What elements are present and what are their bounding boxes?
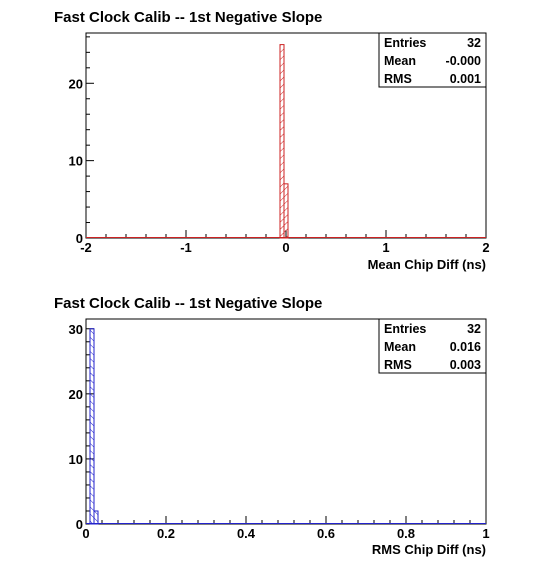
stats-label-entries: Entries [384, 322, 426, 336]
y-tick-label: 0 [76, 517, 83, 532]
histogram-panel-mean: Fast Clock Calib -- 1st Negative Slope -… [54, 9, 490, 272]
x-tick-label: 1 [382, 240, 389, 255]
x-tick-label: 0.2 [157, 526, 175, 541]
x-axis-label: RMS Chip Diff (ns) [372, 542, 486, 557]
stats-box: Entries 32 Mean 0.016 RMS 0.003 [378, 318, 487, 374]
stats-value-entries: 32 [467, 36, 481, 50]
histogram-bar [283, 183, 289, 239]
stats-label-rms: RMS [384, 72, 412, 86]
y-tick-label: 20 [69, 76, 83, 91]
y-tick-label: 10 [69, 154, 83, 169]
x-tick-label: 0 [282, 240, 289, 255]
histogram-bars [86, 44, 486, 239]
histogram-bar [89, 328, 95, 525]
x-tick-label: -2 [80, 240, 92, 255]
histogram-panel-rms: Fast Clock Calib -- 1st Negative Slope 0… [54, 295, 490, 557]
stats-value-rms: 0.003 [450, 358, 481, 372]
y-tick-label: 10 [69, 452, 83, 467]
x-tick-label: 1 [482, 526, 489, 541]
histogram-bar [93, 510, 99, 525]
stats-label-mean: Mean [384, 54, 416, 68]
histogram-bars [86, 328, 486, 525]
stats-value-entries: 32 [467, 322, 481, 336]
x-tick-label: 0.8 [397, 526, 415, 541]
x-tick-label: 2 [482, 240, 489, 255]
stats-value-mean: -0.000 [446, 54, 481, 68]
x-tick-label: -1 [180, 240, 192, 255]
stats-label-mean: Mean [384, 340, 416, 354]
x-axis-label: Mean Chip Diff (ns) [368, 257, 486, 272]
stats-value-rms: 0.001 [450, 72, 481, 86]
chart-title: Fast Clock Calib -- 1st Negative Slope [54, 295, 322, 312]
y-tick-label: 30 [69, 322, 83, 337]
x-tick-label: 0 [82, 526, 89, 541]
stats-label-rms: RMS [384, 358, 412, 372]
y-tick-label: 0 [76, 231, 83, 246]
x-tick-label: 0.4 [237, 526, 256, 541]
stats-value-mean: 0.016 [450, 340, 481, 354]
stats-box: Entries 32 Mean -0.000 RMS 0.001 [378, 32, 487, 88]
stats-label-entries: Entries [384, 36, 426, 50]
x-tick-label: 0.6 [317, 526, 335, 541]
histogram-bar [279, 44, 285, 239]
chart-title: Fast Clock Calib -- 1st Negative Slope [54, 9, 322, 26]
y-tick-label: 20 [69, 387, 83, 402]
